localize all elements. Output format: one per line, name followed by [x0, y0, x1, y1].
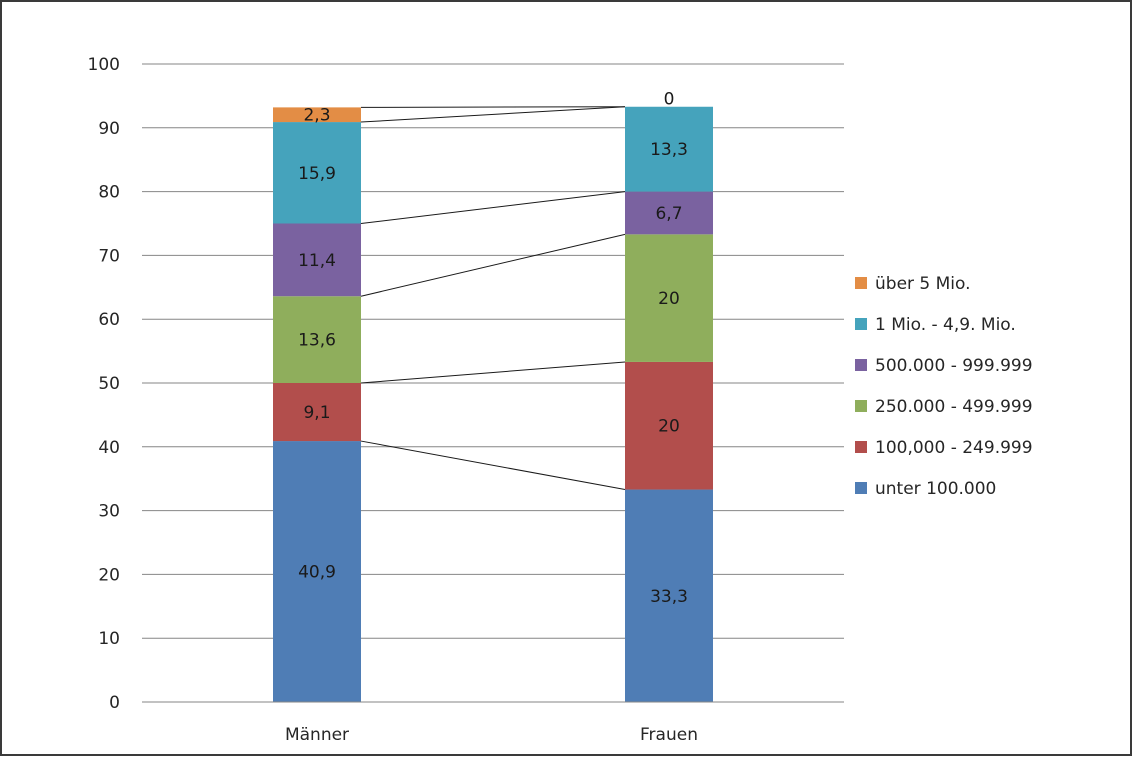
legend-label-2: 500.000 - 999.999	[875, 356, 1033, 376]
legend-swatch-3	[855, 400, 867, 412]
data-label-3-1: 6,7	[655, 204, 682, 224]
bar-segment-4-1	[625, 106, 713, 192]
data-label-2-0: 13,6	[298, 331, 336, 351]
bar-segment-3-1	[625, 191, 713, 235]
x-category-label-0: Männer	[285, 725, 349, 745]
legend-label-5: unter 100.000	[875, 479, 996, 499]
data-label-5-1: 0	[664, 90, 675, 110]
data-label-0-0: 40,9	[298, 563, 336, 583]
x-category-label-1: Frauen	[640, 725, 698, 745]
y-tick-label-50: 50	[98, 374, 120, 394]
y-tick-label-60: 60	[98, 310, 120, 330]
y-tick-label-70: 70	[98, 246, 120, 266]
y-tick-label-100: 100	[88, 55, 120, 75]
legend-label-3: 250.000 - 499.999	[875, 397, 1033, 417]
data-label-5-0: 2,3	[303, 106, 330, 126]
legend-label-4: 100,000 - 249.999	[875, 438, 1033, 458]
y-tick-label-20: 20	[98, 565, 120, 585]
y-tick-label-30: 30	[98, 502, 120, 522]
y-tick-label-80: 80	[98, 183, 120, 203]
data-label-4-0: 15,9	[298, 164, 336, 184]
series-line-3	[360, 191, 626, 224]
series-line-4	[360, 106, 626, 123]
legend-swatch-4	[855, 441, 867, 453]
y-tick-label-0: 0	[109, 693, 120, 713]
series-line-1	[360, 361, 626, 384]
y-tick-label-90: 90	[98, 119, 120, 139]
series-line-5	[360, 106, 626, 108]
data-label-3-0: 11,4	[298, 251, 336, 271]
y-tick-label-10: 10	[98, 629, 120, 649]
bar-segment-5-0	[273, 107, 361, 123]
bar-segment-0-1	[625, 489, 713, 702]
legend-label-1: 1 Mio. - 4,9. Mio.	[875, 315, 1016, 335]
legend-swatch-5	[855, 482, 867, 494]
legend-swatch-1	[855, 318, 867, 330]
bar-segment-4-0	[273, 122, 361, 224]
data-label-4-1: 13,3	[650, 140, 688, 160]
bar-segment-3-0	[273, 223, 361, 297]
legend-swatch-0	[855, 277, 867, 289]
series-line-2	[360, 233, 626, 297]
data-label-1-1: 20	[658, 417, 680, 437]
bar-segment-1-0	[273, 383, 361, 442]
y-tick-label-40: 40	[98, 438, 120, 458]
bar-segment-2-1	[625, 234, 713, 362]
legend-swatch-2	[855, 359, 867, 371]
data-label-1-0: 9,1	[303, 403, 330, 423]
bar-segment-2-0	[273, 296, 361, 383]
data-label-2-1: 20	[658, 289, 680, 309]
series-line-0	[360, 440, 626, 491]
bar-segment-0-0	[273, 441, 361, 702]
bar-segment-1-1	[625, 361, 713, 490]
data-label-0-1: 33,3	[650, 587, 688, 607]
legend-label-0: über 5 Mio.	[875, 274, 971, 294]
